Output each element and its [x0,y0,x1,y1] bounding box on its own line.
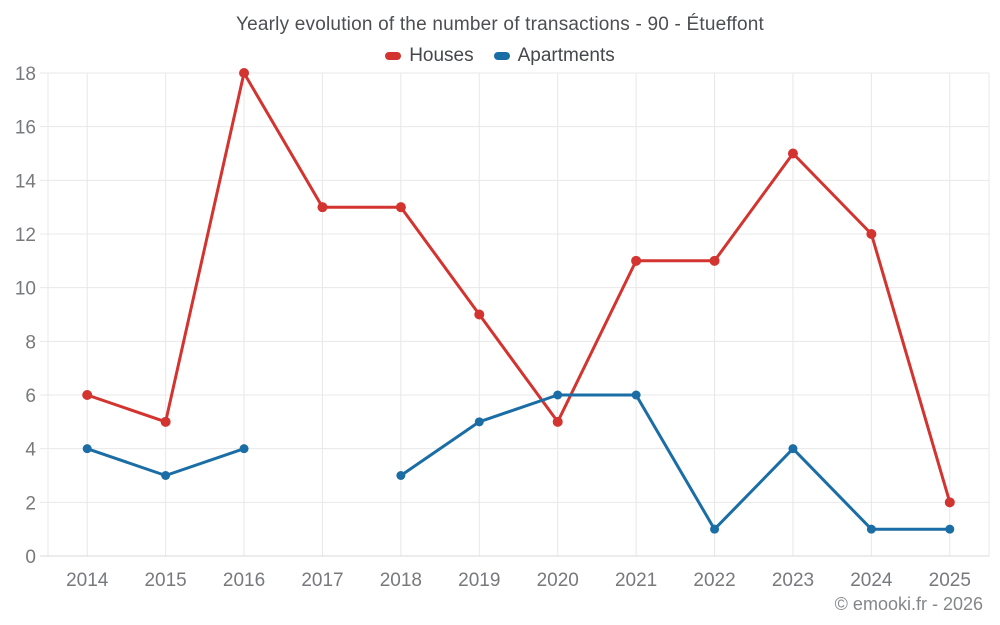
x-axis-tick-label: 2024 [850,570,893,591]
apartments-data-point[interactable] [239,444,249,454]
houses-line [85,71,952,504]
y-axis-tick-label: 18 [15,64,36,85]
houses-data-point[interactable] [317,202,328,213]
x-axis-tick-label: 2019 [458,570,500,591]
legend-item-houses[interactable]: Houses [385,45,474,67]
houses-data-point[interactable] [631,255,642,266]
houses-data-point[interactable] [944,497,955,508]
x-axis-tick-label: 2023 [772,570,814,591]
x-axis-tick-label: 2021 [615,570,657,591]
houses-data-point[interactable] [160,416,171,427]
apartments-data-point[interactable] [396,471,406,480]
apartments-data-point[interactable] [710,524,720,534]
x-axis-tick-label: 2015 [144,570,186,591]
y-axis-tick-label: 0 [25,547,36,568]
apartments-data-point[interactable] [82,444,92,454]
x-axis-tick-label: 2022 [693,570,735,591]
houses-legend-label: Houses [409,45,474,66]
y-axis-tick-label: 14 [15,171,37,192]
x-axis-tick-label: 2025 [929,570,971,591]
houses-data-point[interactable] [474,309,485,320]
chart-legend: Houses Apartments [0,45,1000,67]
y-axis-tick-label: 16 [15,118,36,139]
houses-data-point[interactable] [866,229,877,239]
houses-data-point[interactable] [709,255,720,266]
x-axis-tick-label: 2014 [66,570,109,591]
x-axis-tick-label: 2017 [301,570,343,591]
y-axis-tick-label: 4 [25,440,36,461]
apartments-series-marker-icon [493,52,510,60]
y-axis-tick-label: 6 [25,386,36,407]
houses-data-point[interactable] [552,416,563,427]
apartments-data-point[interactable] [945,524,955,534]
y-axis-tick-label: 8 [25,332,36,353]
apartments-data-point[interactable] [474,417,484,427]
page-title: Yearly evolution of the number of transa… [235,14,765,35]
y-axis-tick-label: 2 [25,493,36,514]
apartments-data-point[interactable] [788,444,798,454]
houses-data-point[interactable] [239,68,250,78]
x-axis-tick-label: 2016 [223,570,265,591]
apartments-data-point[interactable] [866,524,876,534]
x-axis-tick-label: 2018 [380,570,422,591]
apartments-legend-label: Apartments [517,45,615,66]
apartments-data-point[interactable] [553,390,563,400]
legend-item-apartments[interactable]: Apartments [493,45,615,67]
houses-data-point[interactable] [395,202,406,213]
copyright-credit: © emooki.fr - 2026 [834,594,983,614]
houses-series-marker-icon [385,52,402,60]
y-axis-tick-label: 10 [15,279,36,300]
apartments-data-point[interactable] [631,390,641,400]
y-axis-tick-label: 12 [15,225,36,246]
houses-data-point[interactable] [82,390,93,400]
houses-data-point[interactable] [787,148,798,159]
x-axis-tick-label: 2020 [537,570,579,591]
apartments-data-point[interactable] [161,471,171,480]
apartments-line [399,393,952,531]
